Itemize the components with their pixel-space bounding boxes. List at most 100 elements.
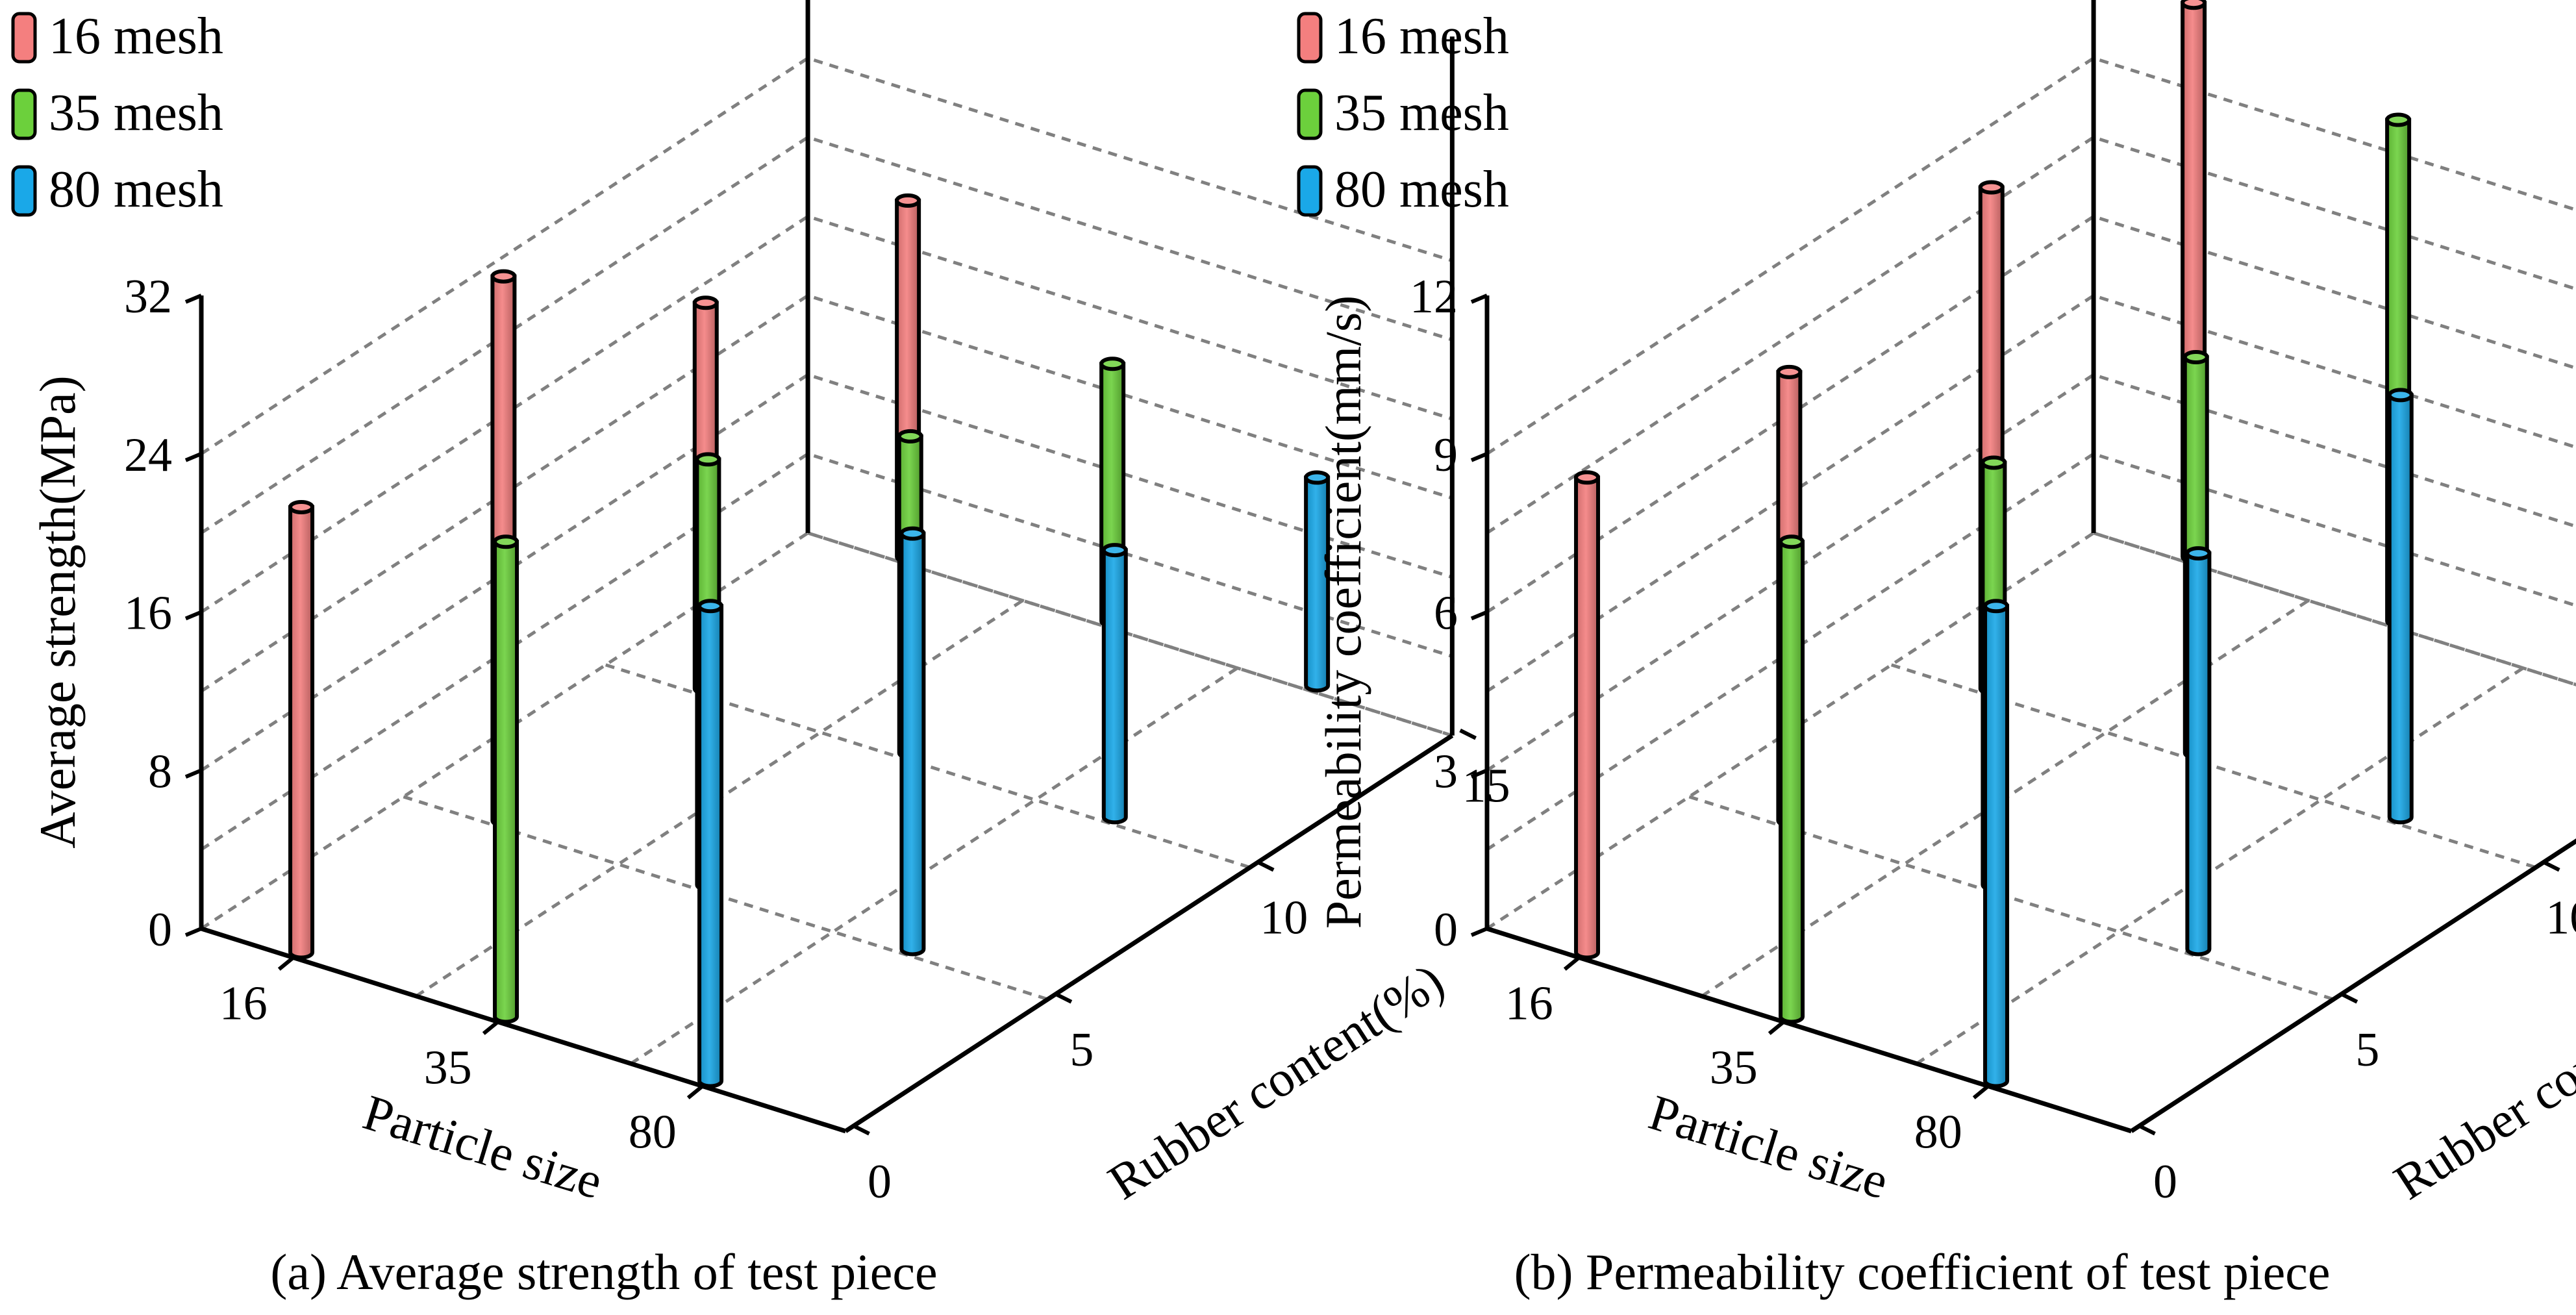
bar-cap xyxy=(1983,599,2010,614)
chart-b: 036912163580051015Permeability coefficie… xyxy=(1297,0,2576,1300)
y-tick xyxy=(1055,992,1073,1004)
bar-cap xyxy=(1978,180,2005,195)
z-tick-label: 12 xyxy=(1410,270,1458,323)
bar-cap xyxy=(695,452,721,467)
grid-line xyxy=(1486,56,2576,455)
grid-line xyxy=(1486,214,2576,614)
grid-line xyxy=(1486,373,2576,772)
legend-item: 35 mesh xyxy=(1297,84,1509,142)
y-tick-label: 5 xyxy=(2355,1023,2379,1077)
legend-swatch xyxy=(11,88,37,140)
bar-cap xyxy=(897,429,923,444)
legend-label: 16 mesh xyxy=(1334,8,1509,65)
bar-body xyxy=(288,505,315,960)
bar-body xyxy=(1983,604,2010,1088)
bar-cap xyxy=(2181,0,2207,10)
legend-item: 35 mesh xyxy=(11,84,223,142)
x-axis-title: Particle size xyxy=(357,1084,609,1210)
x-tick xyxy=(277,956,295,971)
x-tick-label: 16 xyxy=(1505,977,1553,1031)
floor-grid-line xyxy=(630,666,1238,1065)
bar-cap xyxy=(490,269,517,284)
bar-body xyxy=(697,604,724,1088)
y-tick xyxy=(2542,860,2560,872)
legend-label: 16 mesh xyxy=(49,8,223,65)
legend-item: 16 mesh xyxy=(1297,8,1509,65)
y-tick-label: 0 xyxy=(2153,1155,2177,1209)
bar-cap xyxy=(2185,546,2212,561)
z-tick xyxy=(1470,294,1488,304)
bar xyxy=(697,599,724,1088)
x-tick-label: 80 xyxy=(629,1106,677,1159)
bar-body xyxy=(899,531,926,957)
bar xyxy=(1574,470,1601,960)
z-tick xyxy=(184,294,203,304)
x-tick-label: 35 xyxy=(1710,1042,1758,1095)
legend-item: 80 mesh xyxy=(11,161,223,218)
x-tick xyxy=(1563,956,1581,971)
bar-cap xyxy=(692,295,719,310)
bar-cap xyxy=(288,499,315,514)
bar-body xyxy=(1304,475,1331,693)
legend-swatch xyxy=(11,165,37,217)
y-axis-title: Rubber content(%) xyxy=(1098,952,1453,1210)
x-axis-title: Particle size xyxy=(1643,1084,1895,1210)
bar-cap xyxy=(493,534,519,549)
legend: 16 mesh 35 mesh 80 mesh xyxy=(1297,8,1509,218)
bar-body xyxy=(1779,540,1805,1024)
bar xyxy=(899,526,926,957)
z-tick-label: 24 xyxy=(124,429,172,482)
floor-grid-line xyxy=(2093,531,2576,686)
grid-line xyxy=(200,135,1453,534)
grid-line xyxy=(200,214,1453,614)
x-tick-label: 80 xyxy=(1914,1106,1962,1159)
axes: 036912163580051015 xyxy=(1410,0,2576,1209)
bars xyxy=(288,193,1331,1088)
x-tick xyxy=(1972,1084,1990,1099)
z-tick xyxy=(184,768,203,779)
grid-line xyxy=(1486,452,2576,851)
bar-body xyxy=(1574,475,1601,960)
grid-line xyxy=(1486,531,2576,931)
grid-line xyxy=(200,452,1453,851)
legend-item: 80 mesh xyxy=(1297,161,1509,218)
legend-item: 16 mesh xyxy=(11,8,223,65)
z-tick-label: 32 xyxy=(124,270,172,323)
legend-swatch xyxy=(11,12,37,64)
bar xyxy=(493,534,519,1024)
z-tick xyxy=(1470,927,1488,937)
z-tick-label: 3 xyxy=(1434,745,1458,798)
y-tick-label: 5 xyxy=(1069,1023,1094,1077)
legend-swatch xyxy=(1297,165,1323,217)
y-tick-label: 10 xyxy=(2545,892,2576,945)
y-axis-line xyxy=(2130,838,2576,1133)
bar-cap xyxy=(1099,357,1126,371)
z-tick xyxy=(184,927,203,937)
z-tick xyxy=(1470,610,1488,621)
bar-cap xyxy=(1779,534,1805,549)
chart-a: 08162432163580051015Average strength(MPa… xyxy=(11,0,1510,1300)
x-tick xyxy=(1768,1020,1785,1035)
y-tick-label: 10 xyxy=(1260,892,1308,945)
x-axis-line xyxy=(1486,926,2132,1134)
bar-body xyxy=(493,540,519,1024)
z-tick-label: 0 xyxy=(1434,903,1458,957)
bar-cap xyxy=(1776,364,1803,379)
bar xyxy=(1101,543,1128,825)
floor-grid-line xyxy=(1916,666,2524,1065)
bar-cap xyxy=(895,193,921,208)
legend-label: 35 mesh xyxy=(49,84,223,142)
grid-line xyxy=(200,56,1453,455)
bar-cap xyxy=(1574,470,1601,485)
z-tick-label: 16 xyxy=(124,587,172,640)
z-axis-title: Average strength(MPa) xyxy=(29,375,86,848)
bar-cap xyxy=(2385,112,2412,127)
bar xyxy=(1983,599,2010,1088)
bar xyxy=(1779,534,1805,1024)
z-tick xyxy=(184,610,203,621)
bar-cap xyxy=(697,599,724,614)
legend-swatch xyxy=(1297,12,1323,64)
z-tick xyxy=(1470,768,1488,779)
y-axis-title: Rubber content(%) xyxy=(2384,952,2576,1210)
z-tick xyxy=(1470,451,1488,462)
